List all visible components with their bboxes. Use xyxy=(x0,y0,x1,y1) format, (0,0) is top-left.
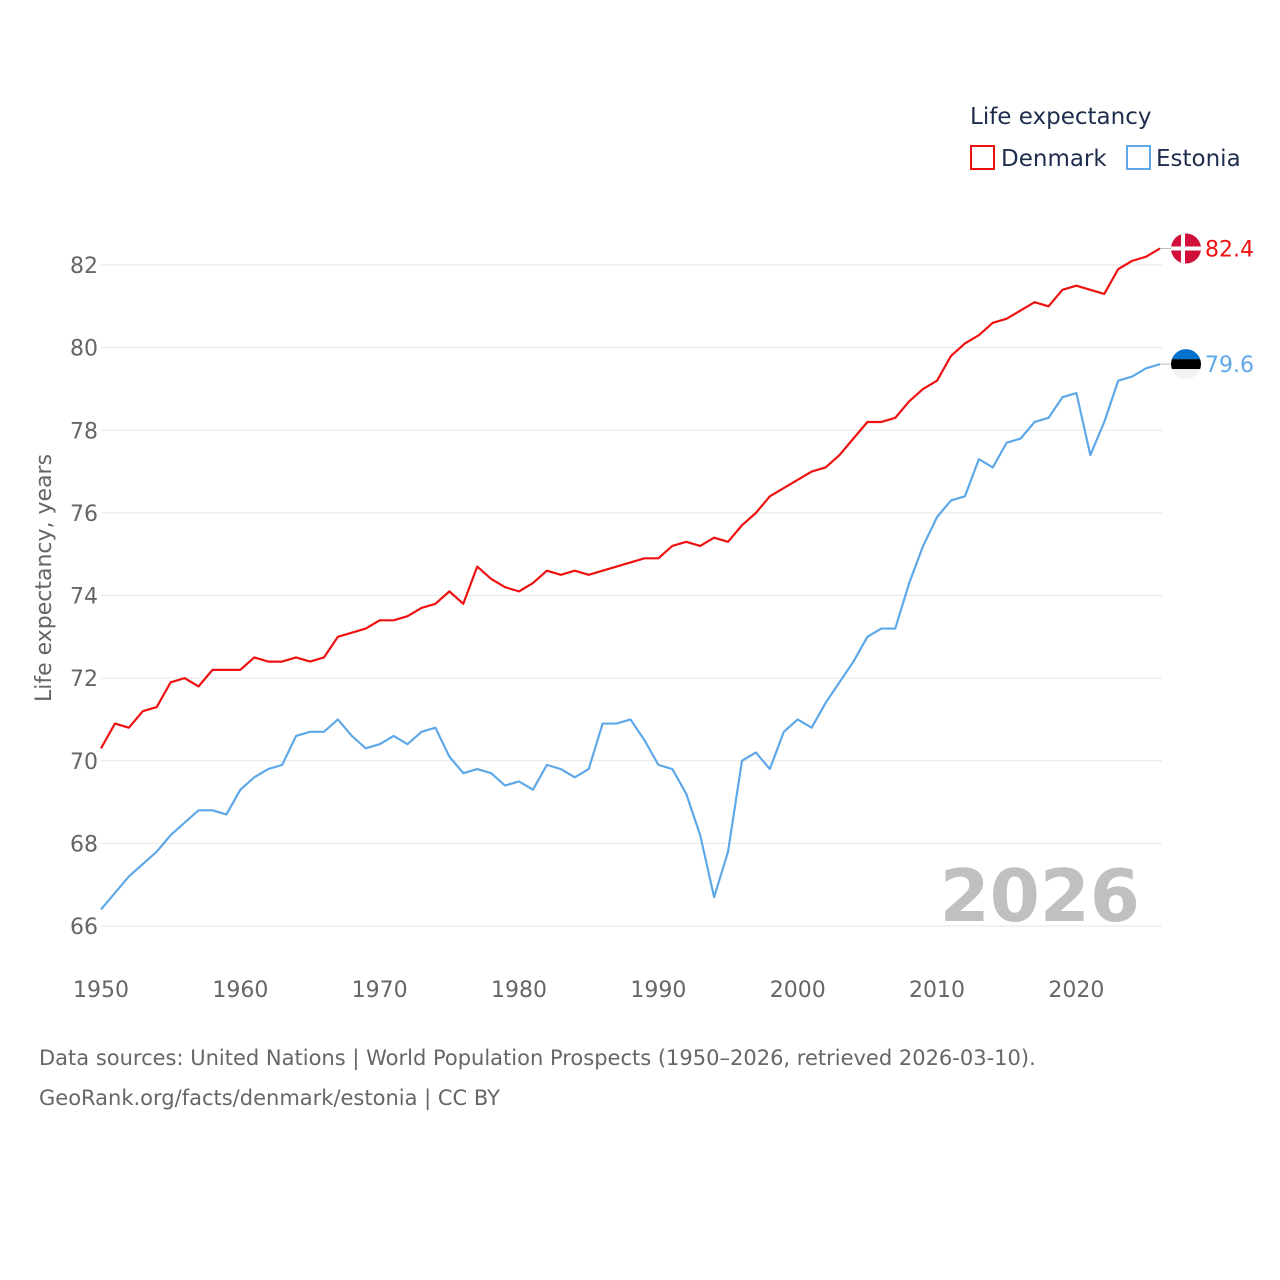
y-tick-label-74: 74 xyxy=(70,585,98,610)
x-axis-ticks: 1950 1960 1970 1980 1990 2000 2010 2020 xyxy=(73,978,1104,1003)
y-tick-label-68: 68 xyxy=(70,832,98,857)
denmark-flag-icon xyxy=(1171,233,1201,264)
x-tick-label-1980: 1980 xyxy=(491,978,547,1003)
end-label-denmark: 82.4 xyxy=(1205,237,1254,262)
legend[interactable]: Life expectancy Denmark Estonia xyxy=(970,104,1241,172)
y-axis-title: Life expectancy, years xyxy=(32,454,57,702)
end-markers: 82.4 79.6 xyxy=(1160,233,1254,380)
estonia-flag-icon xyxy=(1171,349,1201,380)
x-tick-label-2000: 2000 xyxy=(770,978,826,1003)
footer-credit: GeoRank.org/facts/denmark/estonia | CC B… xyxy=(39,1086,500,1110)
legend-label-estonia: Estonia xyxy=(1156,146,1241,172)
year-watermark: 2026 xyxy=(940,854,1140,938)
grid-lines xyxy=(101,264,1162,927)
x-tick-label-2020: 2020 xyxy=(1048,978,1104,1003)
x-tick-label-1990: 1990 xyxy=(630,978,686,1003)
end-label-estonia: 79.6 xyxy=(1205,353,1254,378)
y-tick-label-66: 66 xyxy=(70,915,98,940)
y-tick-label-82: 82 xyxy=(70,254,98,279)
x-tick-label-1960: 1960 xyxy=(212,978,268,1003)
footer-sources: Data sources: United Nations | World Pop… xyxy=(39,1046,1036,1070)
chart: 66 68 70 72 74 76 78 80 82 1950 1960 1970 1980 1990 2… xyxy=(32,104,1254,1003)
legend-label-denmark: Denmark xyxy=(1001,146,1107,172)
legend-swatch-denmark xyxy=(970,145,995,170)
y-tick-label-76: 76 xyxy=(70,502,98,527)
y-tick-label-72: 72 xyxy=(70,667,98,692)
series-line-estonia[interactable] xyxy=(100,363,1161,911)
series-line-denmark[interactable] xyxy=(100,247,1161,749)
y-tick-label-80: 80 xyxy=(70,337,98,362)
legend-swatch-estonia xyxy=(1126,145,1151,170)
x-tick-label-2010: 2010 xyxy=(909,978,965,1003)
legend-title: Life expectancy xyxy=(970,104,1151,130)
y-tick-label-78: 78 xyxy=(70,419,98,444)
y-axis-ticks: 66 68 70 72 74 76 78 80 82 xyxy=(70,254,98,940)
y-tick-label-70: 70 xyxy=(70,750,98,775)
legend-item-denmark[interactable]: Denmark xyxy=(970,145,1107,172)
legend-item-estonia[interactable]: Estonia xyxy=(1126,145,1241,172)
series-group xyxy=(100,247,1161,911)
x-tick-label-1950: 1950 xyxy=(73,978,129,1003)
x-tick-label-1970: 1970 xyxy=(352,978,408,1003)
